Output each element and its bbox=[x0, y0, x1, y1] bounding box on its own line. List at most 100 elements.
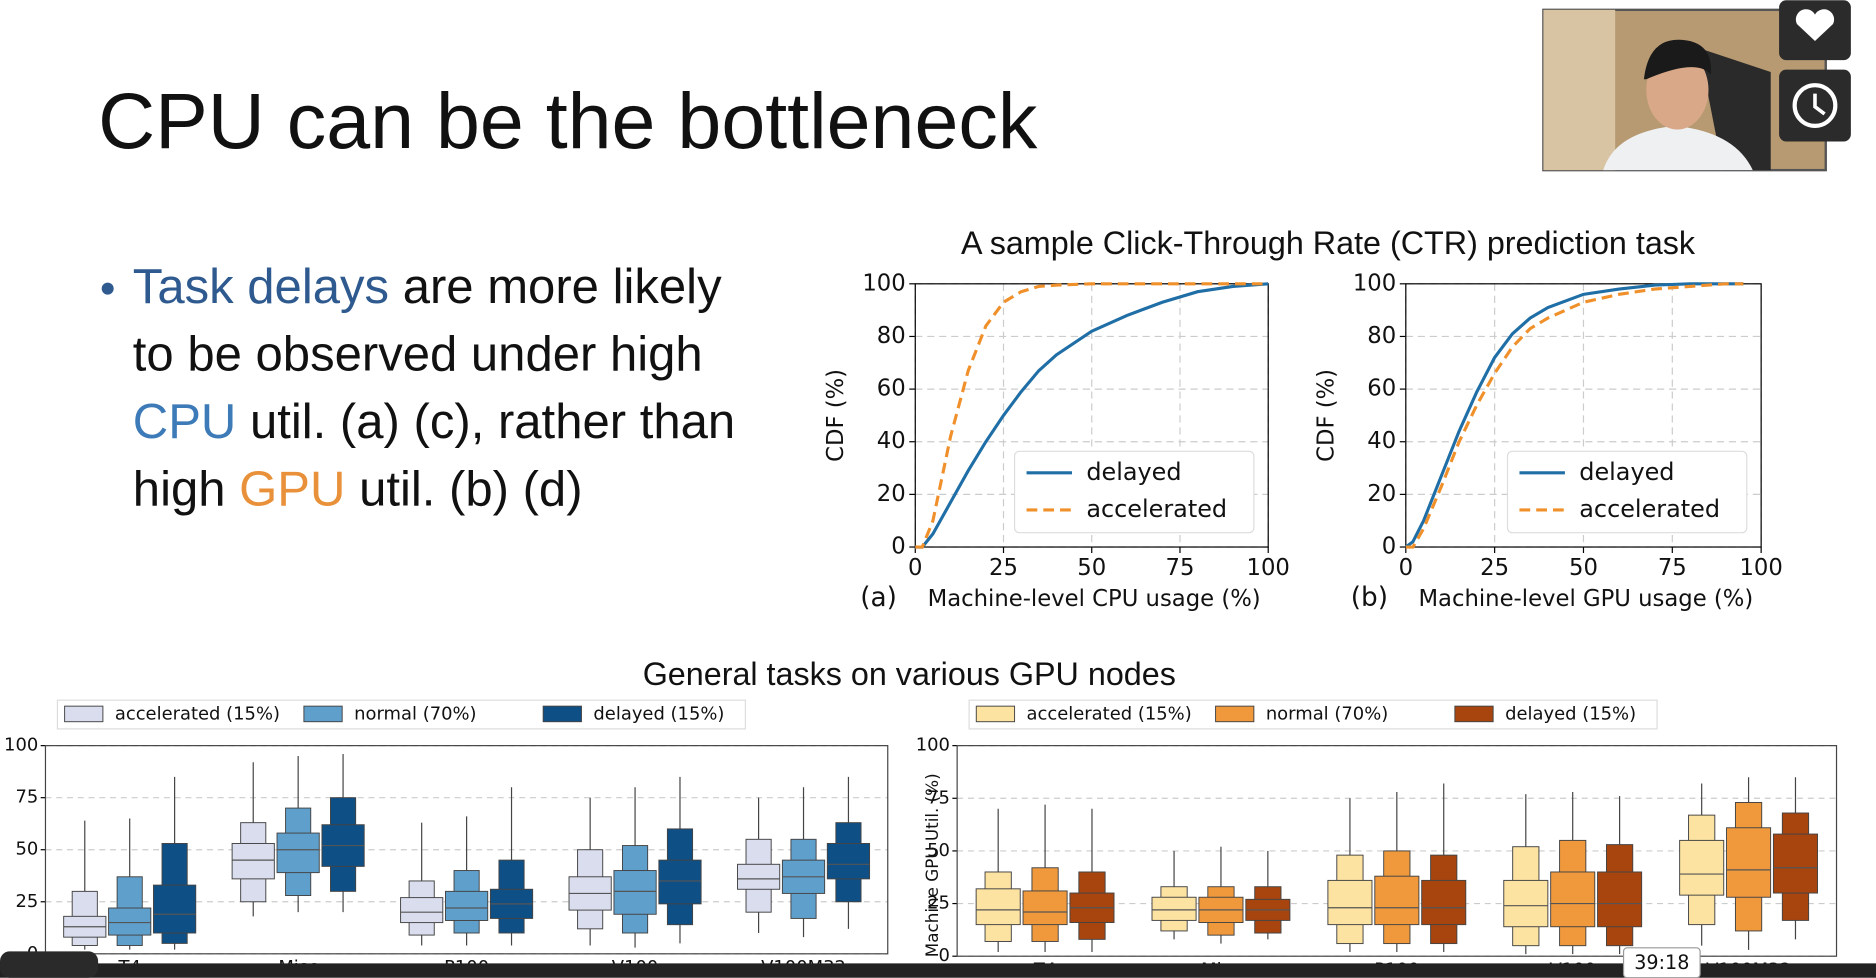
box bbox=[153, 884, 197, 934]
box bbox=[975, 888, 1021, 926]
cdf-line bbox=[1404, 282, 1744, 549]
legend-box bbox=[968, 699, 1658, 730]
bullet-line: CPU util. (a) (c), rather than bbox=[133, 395, 735, 449]
legend-label: delayed bbox=[1579, 458, 1674, 486]
y-tick-label: 100 bbox=[4, 735, 38, 756]
x-axis-label: Machine-level CPU usage (%) bbox=[928, 586, 1261, 612]
legend-swatch bbox=[1215, 705, 1255, 723]
player-bar[interactable] bbox=[0, 963, 1876, 978]
legend-box bbox=[1013, 450, 1255, 534]
caption: (b) bbox=[1351, 583, 1388, 613]
box bbox=[1421, 879, 1467, 926]
legend-swatch bbox=[303, 705, 343, 723]
y-tick-label: 20 bbox=[877, 481, 906, 507]
y-tick-label: 75 bbox=[15, 787, 38, 808]
x-tick-label: 50 bbox=[1077, 555, 1106, 581]
legend-swatch bbox=[1454, 705, 1494, 723]
y-tick-label: 0 bbox=[891, 534, 905, 560]
legend-label: delayed (15%) bbox=[593, 704, 724, 725]
y-axis-label: CDF (%) bbox=[823, 369, 849, 462]
bullet-line: Task delays are more likely bbox=[133, 260, 722, 314]
box bbox=[1327, 879, 1373, 926]
y-tick-label: 0 bbox=[939, 945, 950, 966]
x-tick-label: 25 bbox=[989, 555, 1018, 581]
figure-title: A sample Click-Through Rate (CTR) predic… bbox=[961, 225, 1696, 261]
legend-label: accelerated bbox=[1086, 495, 1227, 523]
box bbox=[231, 842, 275, 880]
y-tick-label: 100 bbox=[862, 270, 905, 296]
bullet-text: util. (a) (c), rather than bbox=[236, 395, 735, 449]
box bbox=[613, 870, 657, 915]
charts: 0 20 40 60 80 100 0 25 50 75 100 delayed accelerated… bbox=[4, 270, 1838, 978]
box bbox=[1679, 839, 1725, 896]
y-tick-label: 25 bbox=[15, 891, 38, 912]
webcam-shirt bbox=[1603, 125, 1753, 171]
clock-hands bbox=[1813, 93, 1826, 116]
box bbox=[1151, 896, 1197, 921]
webcam-hair bbox=[1643, 39, 1712, 80]
bullet-text: to be observed under high bbox=[133, 327, 703, 381]
box bbox=[1374, 875, 1420, 926]
y-axis-label: CDF (%) bbox=[1313, 369, 1339, 462]
legend-swatch bbox=[975, 705, 1016, 723]
box bbox=[1597, 871, 1643, 928]
cdf-line bbox=[915, 282, 1269, 549]
x-tick-label: 50 bbox=[1569, 555, 1598, 581]
figure-title: General tasks on various GPU nodes bbox=[643, 656, 1176, 692]
bullet-text: CPU bbox=[133, 395, 237, 449]
y-tick-label: 50 bbox=[927, 840, 950, 861]
cdf-line bbox=[1405, 282, 1744, 549]
box bbox=[108, 907, 152, 936]
y-tick-label: 25 bbox=[927, 893, 950, 914]
player-control[interactable] bbox=[0, 951, 99, 978]
y-tick-label: 40 bbox=[1367, 428, 1396, 454]
caption: (a) bbox=[860, 583, 897, 613]
box bbox=[826, 842, 871, 880]
slide-title: CPU can be the bottleneck bbox=[98, 77, 1038, 165]
x-tick-label: 0 bbox=[908, 555, 922, 581]
plot-frame bbox=[1405, 283, 1762, 548]
y-tick-label: 60 bbox=[877, 376, 906, 402]
y-tick-label: 80 bbox=[877, 323, 906, 349]
legend-label: normal (70%) bbox=[354, 704, 476, 725]
webcam bbox=[1542, 8, 1827, 172]
y-tick-label: 100 bbox=[916, 735, 950, 756]
box bbox=[445, 890, 489, 921]
legend-label: delayed (15%) bbox=[1505, 704, 1636, 725]
x-axis-label: Machine-level GPU usage (%) bbox=[1418, 586, 1753, 612]
y-tick-label: 80 bbox=[1367, 323, 1396, 349]
y-tick-label: 50 bbox=[15, 839, 38, 860]
bullet-text: util. (b) (d) bbox=[345, 463, 582, 517]
history-button[interactable] bbox=[1779, 69, 1851, 142]
legend-label: accelerated bbox=[1579, 495, 1720, 523]
legend-box bbox=[1506, 450, 1748, 534]
bullet-line: to be observed under high bbox=[133, 327, 703, 381]
box bbox=[1726, 827, 1772, 898]
box bbox=[1550, 871, 1596, 928]
x-tick-label: 75 bbox=[1166, 555, 1195, 581]
x-tick-label: 75 bbox=[1658, 555, 1687, 581]
legend-label: accelerated (15%) bbox=[115, 704, 280, 725]
box bbox=[737, 863, 781, 890]
x-tick-label: 0 bbox=[1399, 555, 1413, 581]
legend-label: accelerated (15%) bbox=[1027, 704, 1192, 725]
y-tick-label: 100 bbox=[1353, 270, 1396, 296]
box bbox=[1772, 833, 1819, 894]
plot-frame bbox=[956, 745, 1838, 957]
bullet-text: high bbox=[133, 463, 239, 517]
bullet-line: high GPU util. (b) (d) bbox=[133, 463, 583, 517]
like-button[interactable] bbox=[1779, 0, 1851, 61]
x-tick-label: 25 bbox=[1480, 555, 1509, 581]
box bbox=[1503, 879, 1549, 928]
bullet-text: Task delays bbox=[133, 260, 389, 314]
legend-box bbox=[56, 699, 746, 730]
box bbox=[276, 832, 320, 874]
y-tick-label: 40 bbox=[877, 428, 906, 454]
webcam-wall bbox=[1543, 9, 1616, 171]
x-tick-label: 100 bbox=[1247, 555, 1290, 581]
bullet-text: GPU bbox=[239, 463, 345, 517]
legend-swatch bbox=[64, 705, 104, 723]
legend-label: normal (70%) bbox=[1266, 704, 1388, 725]
